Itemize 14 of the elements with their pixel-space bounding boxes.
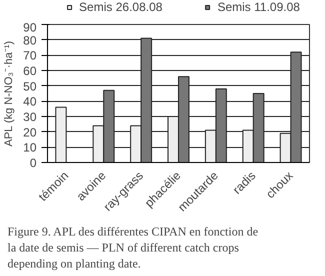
y-tick-label: 90 — [23, 20, 37, 34]
y-tick-label: 10 — [23, 140, 37, 155]
y-tick-label: 70 — [23, 48, 37, 63]
y-axis-title: APL (kg N-NO₃⁻·ha⁻¹) — [3, 40, 16, 146]
y-tick-label: 60 — [23, 64, 37, 78]
y-tick-label: 0 — [30, 156, 37, 170]
y-tick-label: 30 — [23, 110, 37, 124]
legend-label: Semis 26.08.08 — [79, 0, 162, 14]
legend-label: Semis 11.09.08 — [217, 0, 300, 14]
caption: Figure 9. APL des différentes CIPAN en fonction de la date de semis — PLN of different catch crops depending on planting date. — [8, 224, 258, 270]
y-tick-label: 80 — [23, 33, 37, 48]
y-tick-label: 20 — [23, 125, 37, 140]
y-tick-label: 40 — [23, 94, 37, 109]
y-tick-label: 50 — [23, 79, 37, 94]
